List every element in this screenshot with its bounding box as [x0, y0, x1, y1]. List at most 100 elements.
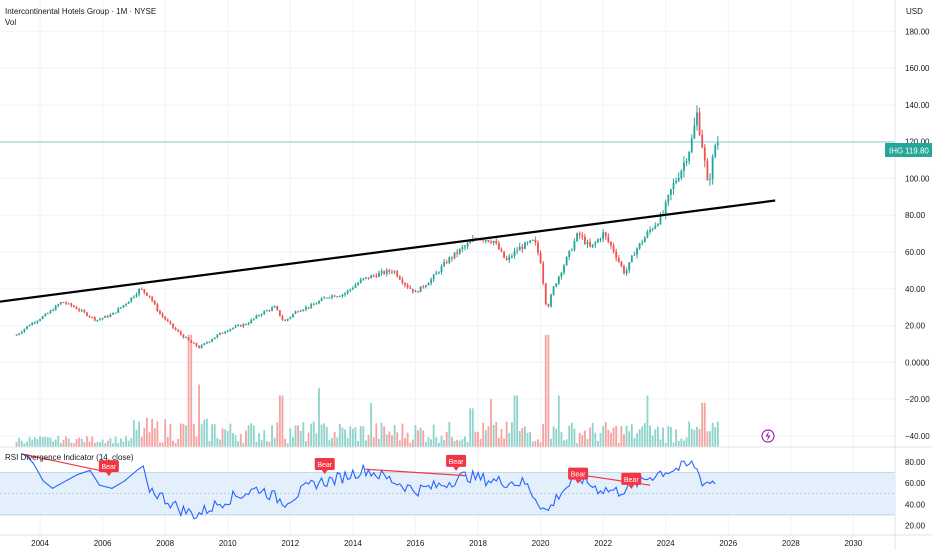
candle-body — [516, 250, 519, 252]
volume-bar — [477, 431, 479, 447]
candle-body — [664, 202, 667, 214]
candle-body — [714, 145, 717, 157]
candle-body — [226, 330, 229, 332]
volume-bar — [555, 428, 558, 447]
candle-body — [581, 235, 584, 237]
price-tag-box — [885, 143, 932, 157]
candle-body — [185, 337, 187, 339]
bear-label-text: Bear — [624, 477, 639, 484]
volume-bar — [125, 436, 127, 447]
volume-bar — [615, 425, 618, 447]
candle-body — [328, 297, 331, 299]
candle-body — [500, 249, 503, 252]
candle-body — [106, 315, 109, 317]
candle-body — [323, 297, 326, 299]
lightning-icon[interactable] — [761, 429, 775, 443]
candle-body — [127, 301, 130, 304]
candle-body — [604, 232, 607, 237]
volume-bar — [351, 428, 354, 447]
time-tick-label: 2016 — [407, 539, 425, 548]
bear-label-text: Bear — [317, 462, 332, 469]
volume-bar — [36, 439, 39, 447]
volume-bar — [364, 440, 367, 447]
time-tick-label: 2020 — [532, 539, 550, 548]
volume-bar — [375, 423, 378, 447]
candle-body — [242, 324, 245, 327]
volume-bar — [169, 423, 172, 447]
candle-body — [57, 304, 60, 306]
volume-bar — [112, 443, 114, 447]
candle-body — [182, 334, 185, 338]
candle-body — [555, 283, 558, 287]
volume-bar — [357, 440, 359, 447]
price-axis[interactable]: 180.00 160.00 140.00 120.00 100.00 80.00 60.00… — [905, 27, 930, 441]
candle-body — [151, 296, 154, 301]
candle-body — [41, 316, 44, 320]
trendline[interactable] — [0, 199, 776, 306]
candle-body — [690, 138, 693, 152]
candle-body — [153, 300, 156, 305]
candle-body — [62, 302, 65, 304]
volume-bar — [688, 421, 691, 447]
candle-body — [388, 270, 391, 272]
candle-body — [221, 332, 224, 334]
price-tick-label: 100.00 — [905, 174, 930, 183]
volume-bar — [703, 402, 706, 447]
candle-body — [278, 310, 281, 317]
volume-bar — [232, 433, 234, 447]
volume-bar — [93, 442, 96, 447]
candle-body — [132, 296, 135, 298]
time-tick-label: 2014 — [344, 539, 362, 548]
time-axis[interactable]: 2004 2006 2008 2010 2012 2014 2016 2018 2020 2022… — [0, 534, 932, 548]
volume-bar — [424, 441, 427, 447]
price-tag-value: 119.80 — [905, 147, 929, 156]
candle-body — [497, 243, 500, 250]
volume-bar — [86, 436, 88, 447]
time-tick-label: 2018 — [469, 539, 487, 548]
volume-bar — [153, 428, 156, 447]
candle-body — [623, 265, 625, 274]
candle-body — [294, 311, 297, 314]
candle-body — [570, 249, 573, 251]
symbol-title: Intercontinental Hotels Group · 1M · NYS… — [5, 7, 156, 16]
volume-bar — [437, 442, 440, 447]
candle-body — [380, 271, 383, 273]
candle-body — [70, 303, 73, 306]
candle-body — [703, 147, 706, 161]
candle-body — [508, 256, 511, 260]
price-tick-label: 20.00 — [905, 322, 926, 331]
candle-body — [667, 194, 670, 203]
candle-body — [83, 310, 86, 313]
volume-bar — [570, 422, 573, 447]
candle-body — [422, 286, 425, 288]
candle-body — [216, 334, 219, 338]
candle-body — [685, 161, 688, 163]
volume-bar — [500, 428, 503, 447]
volume-bar — [338, 423, 341, 447]
candle-body — [510, 256, 513, 258]
price-tick-label: 0.0000 — [905, 358, 930, 367]
candle-body — [203, 343, 206, 346]
candle-body — [432, 274, 435, 280]
candle-body — [445, 261, 448, 263]
candle-body — [677, 178, 680, 181]
volume-bar — [534, 440, 537, 447]
candle-body — [599, 238, 602, 240]
candle-body — [675, 180, 678, 183]
volume-bar — [440, 435, 443, 447]
price-tick-label: −20.00 — [905, 395, 930, 404]
candle-body — [443, 261, 446, 267]
volume-bar — [192, 424, 195, 447]
volume-bar — [299, 430, 302, 447]
volume-bar — [234, 435, 237, 447]
volume-bar — [346, 438, 349, 447]
candle-body — [67, 303, 70, 305]
candle-body — [341, 294, 344, 297]
rsi-axis[interactable]: 80.00 60.00 40.00 20.00 — [905, 458, 926, 531]
volume-bar — [294, 425, 297, 447]
candle-body — [289, 316, 292, 319]
candle-body — [39, 319, 41, 321]
volume-bar — [448, 421, 451, 447]
time-tick-label: 2004 — [31, 539, 49, 548]
